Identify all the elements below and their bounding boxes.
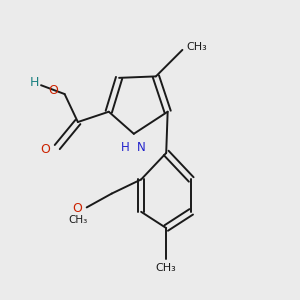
Text: H: H bbox=[121, 141, 129, 154]
Text: O: O bbox=[48, 84, 58, 97]
Text: CH₃: CH₃ bbox=[187, 42, 208, 52]
Text: O: O bbox=[40, 143, 50, 157]
Text: N: N bbox=[137, 141, 146, 154]
Text: CH₃: CH₃ bbox=[68, 215, 88, 225]
Text: CH₃: CH₃ bbox=[156, 263, 177, 273]
Text: H: H bbox=[29, 76, 39, 89]
Text: O: O bbox=[72, 202, 82, 215]
